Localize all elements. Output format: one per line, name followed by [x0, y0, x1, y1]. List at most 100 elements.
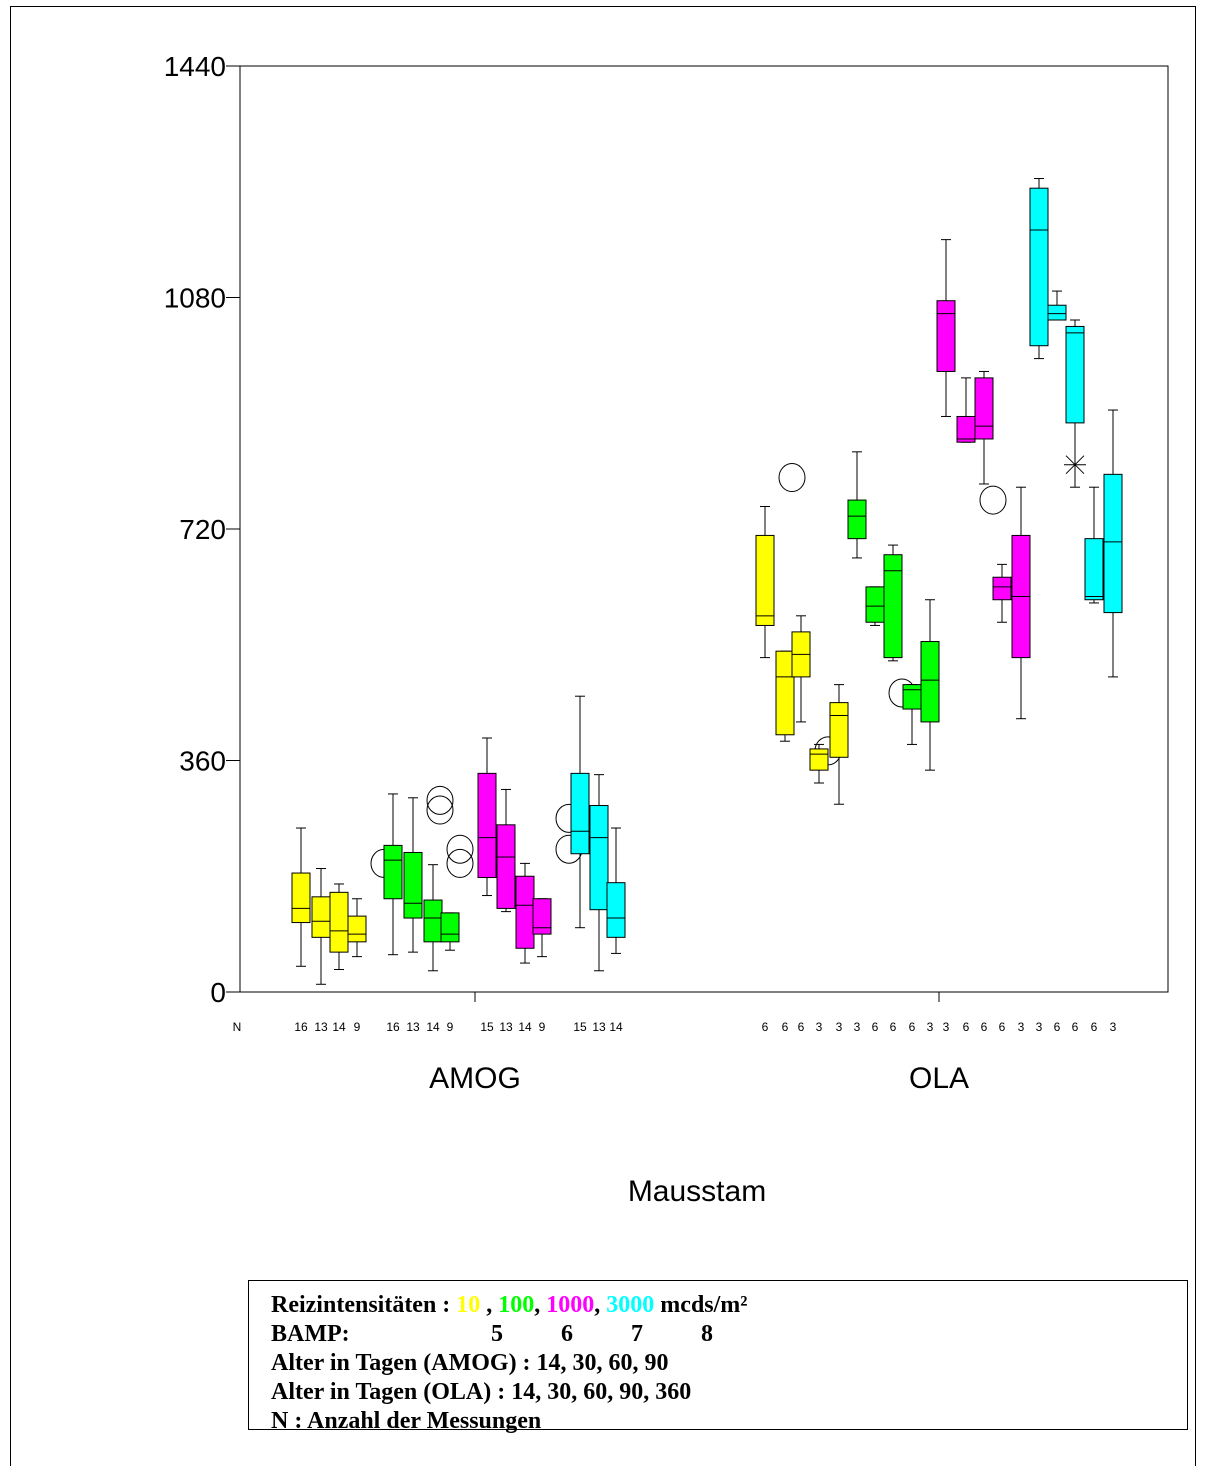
legend-n-definition: N : Anzahl der Messungen: [271, 1408, 542, 1434]
box-body: [347, 915, 367, 943]
box-ola-10: [809, 743, 829, 784]
box-body: [496, 824, 516, 909]
box-amog-3000: [570, 695, 590, 929]
box-body: [956, 415, 976, 443]
n-count-label: 6: [981, 1020, 988, 1034]
legend-bamp-value: 8: [701, 1321, 713, 1347]
box-amog-3000: [589, 774, 609, 972]
legend-bamp-value: 5: [491, 1321, 503, 1347]
n-count-label: 6: [798, 1020, 805, 1034]
box-amog-100: [403, 785, 454, 953]
n-count-label: 13: [406, 1020, 420, 1034]
outlier-circle: [446, 848, 474, 878]
y-axis: 0 360 720 1080 1440: [164, 51, 240, 1008]
legend-bamp-label: BAMP:: [271, 1321, 350, 1347]
legend-intensity-10: 10: [456, 1292, 481, 1318]
n-count-label: 13: [592, 1020, 606, 1034]
box-body: [992, 576, 1012, 601]
legend-intensities-row: Reizintensitäten : 10 , 100, 1000, 3000 …: [271, 1291, 1187, 1320]
n-count-label: 16: [294, 1020, 308, 1034]
n-count-label: 6: [1072, 1020, 1079, 1034]
legend-bamp-value: 6: [561, 1321, 573, 1347]
box-body: [1047, 304, 1067, 321]
box-amog-1000: [477, 737, 497, 897]
box-body: [865, 586, 885, 623]
box-body: [755, 534, 775, 626]
n-count-label: 3: [1018, 1020, 1025, 1034]
group-label-ola: OLA: [909, 1062, 969, 1095]
box-body: [606, 882, 626, 938]
box-body: [403, 851, 423, 919]
n-count-label: 6: [1054, 1020, 1061, 1034]
outlier-circle: [979, 485, 1007, 515]
box-body: [974, 377, 994, 440]
outlier-star: [1064, 455, 1086, 475]
n-count-label: 6: [999, 1020, 1006, 1034]
n-count-label: 15: [573, 1020, 587, 1034]
box-ola-3000: [1047, 290, 1067, 321]
box-body: [532, 898, 552, 935]
box-amog-1000: [496, 788, 516, 913]
box-amog-100: [440, 912, 460, 951]
outlier-circle: [446, 834, 474, 864]
box-body: [477, 772, 497, 879]
box-body: [1084, 538, 1104, 601]
n-count-label: 3: [1110, 1020, 1117, 1034]
box-body: [1029, 187, 1049, 347]
n-count-label: 9: [539, 1020, 546, 1034]
box-amog-10: [311, 868, 331, 985]
n-count-label: 3: [816, 1020, 823, 1034]
box-ola-3000: [1064, 319, 1086, 488]
box-ola-100: [883, 544, 903, 662]
x-axis-title: Mausstam: [628, 1175, 766, 1208]
box-body: [936, 300, 956, 372]
n-labels: 16 13 14 9 16 13 14 9 15 13 14 9 15 13 14 6 6 6 3 3 3 6 6 6 3 3 6 6…: [294, 1020, 1116, 1034]
legend-separator: ,: [594, 1292, 607, 1318]
n-count-label: 16: [386, 1020, 400, 1034]
box-amog-3000: [606, 827, 626, 954]
box-body: [883, 554, 903, 659]
box-ola-3000: [1029, 178, 1049, 360]
n-count-label: 6: [762, 1020, 769, 1034]
n-count-label: 6: [872, 1020, 879, 1034]
legend-age-amog: Alter in Tagen (AMOG) : 14, 30, 60, 90: [271, 1350, 669, 1376]
box-body: [775, 650, 795, 736]
box-ola-10: [829, 684, 849, 805]
group-label-amog: AMOG: [429, 1062, 521, 1095]
legend-intensity-3000: 3000: [606, 1292, 655, 1318]
legend-separator: ,: [480, 1292, 499, 1318]
box-body: [829, 702, 849, 758]
box-body: [515, 875, 535, 949]
box-ola-100: [847, 451, 867, 559]
box-series: [291, 178, 1123, 985]
box-ola-10: [755, 463, 806, 659]
figure-frame: [10, 6, 1196, 1466]
box-body: [311, 896, 331, 938]
legend-intensities-prefix: Reizintensitäten :: [271, 1292, 457, 1318]
y-tick-label: 360: [179, 746, 226, 777]
n-count-label: 13: [314, 1020, 328, 1034]
box-amog-10: [291, 827, 311, 967]
n-count-label: 14: [332, 1020, 346, 1034]
n-count-label: 6: [1091, 1020, 1098, 1034]
n-count-label: 14: [426, 1020, 440, 1034]
box-body: [1065, 325, 1085, 424]
outlier-circle: [426, 785, 454, 815]
box-body: [589, 805, 609, 911]
x-axis: [474, 992, 940, 1002]
box-body: [847, 499, 867, 540]
n-count-label: 3: [927, 1020, 934, 1034]
box-ola-1000: [992, 563, 1012, 623]
box-body: [329, 891, 349, 953]
box-ola-10: [775, 650, 795, 742]
plot-area: [239, 65, 1169, 993]
box-ola-100: [920, 599, 940, 771]
box-ola-1000: [936, 239, 956, 417]
y-tick-label: 720: [179, 514, 226, 545]
box-ola-100: [902, 684, 922, 745]
n-count-label: 9: [447, 1020, 454, 1034]
box-ola-1000: [1011, 486, 1031, 720]
box-amog-1000: [532, 803, 583, 958]
box-amog-10: [329, 883, 349, 970]
n-label: N: [233, 1020, 242, 1034]
